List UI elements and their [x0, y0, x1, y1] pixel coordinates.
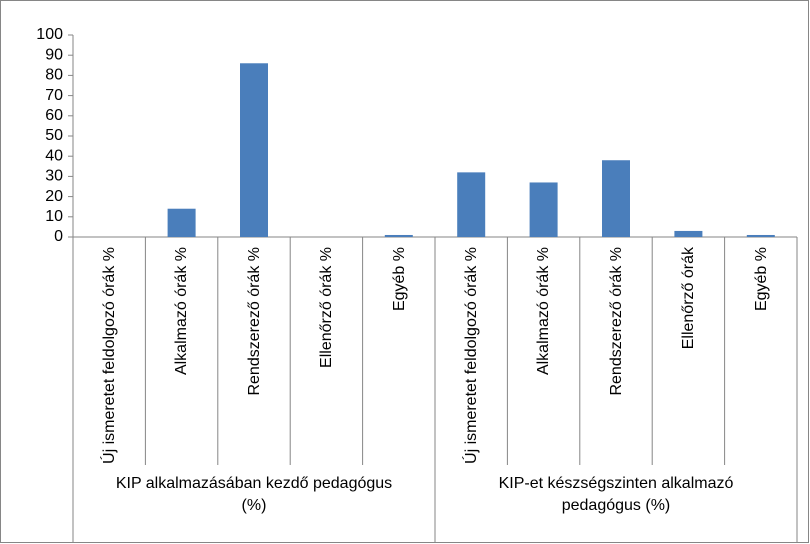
x-tick-label: Rendszerező órák %: [245, 247, 263, 396]
y-tick-label: 80: [45, 67, 63, 84]
y-tick-label: 10: [45, 208, 63, 225]
x-tick-label: Egyéb %: [390, 247, 408, 312]
x-tick-label: Alkalmazó órák %: [535, 247, 553, 376]
x-tick-label: Rendszerező órák %: [607, 247, 625, 396]
y-tick-label: 50: [45, 127, 63, 144]
x-tick-label: Ellenőrző órák %: [317, 247, 335, 368]
bar: [240, 63, 268, 237]
y-tick-label: 60: [45, 107, 63, 124]
y-tick-label: 30: [45, 168, 63, 185]
y-tick-label: 90: [45, 46, 63, 63]
y-tick-label: 20: [45, 188, 63, 205]
x-tick-label: Új ismeretet feldolgozó órák %: [462, 247, 480, 464]
bar: [674, 230, 703, 237]
bar: [384, 234, 413, 237]
bar: [167, 208, 196, 237]
y-tick-label: 100: [36, 26, 63, 43]
x-tick-label: Alkalmazó órák %: [173, 247, 191, 376]
bar: [746, 234, 775, 237]
x-tick-label: Egyéb %: [752, 247, 770, 312]
bar: [529, 182, 558, 237]
y-tick-label: 70: [45, 87, 63, 104]
y-tick-label: 40: [45, 147, 63, 164]
group-label: KIP alkalmazásában kezdő pedagógus (%): [115, 475, 393, 514]
bar: [457, 172, 486, 237]
bar: [602, 160, 630, 237]
y-tick-label: 0: [54, 228, 63, 245]
group-label: KIP-et készségszinten alkalmazó pedagógu…: [498, 475, 734, 514]
x-tick-label: Új ismeretet feldolgozó órák %: [100, 247, 118, 464]
x-tick-label: Ellenőrző órák: [679, 247, 697, 350]
